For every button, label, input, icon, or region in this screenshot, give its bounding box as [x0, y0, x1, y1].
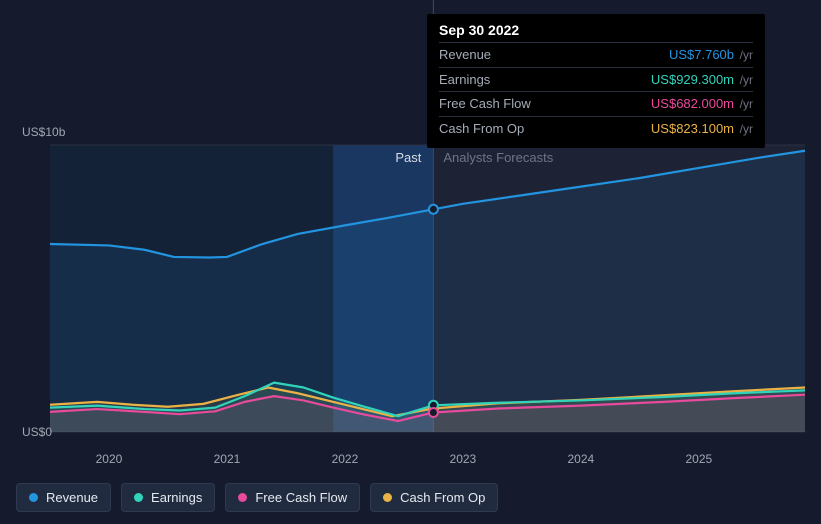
x-axis-tick: 2025 — [685, 452, 712, 466]
legend-item-label: Revenue — [46, 490, 98, 505]
x-axis-tick: 2020 — [96, 452, 123, 466]
tooltip-date: Sep 30 2022 — [439, 22, 753, 38]
tooltip-row-value: US$7.760b /yr — [669, 45, 753, 65]
tooltip-row: Free Cash Flow US$682.000m /yr — [439, 91, 753, 116]
x-axis-tick: 2023 — [450, 452, 477, 466]
tooltip-row-label: Revenue — [439, 45, 515, 65]
tooltip-row-value: US$682.000m /yr — [651, 94, 753, 114]
legend-dot-icon — [134, 493, 143, 502]
tooltip-row-label: Free Cash Flow — [439, 94, 555, 114]
x-axis-tick: 2021 — [214, 452, 241, 466]
legend-item-label: Earnings — [151, 490, 202, 505]
legend-item-free-cash-flow[interactable]: Free Cash Flow — [225, 483, 360, 512]
tooltip-row-label: Cash From Op — [439, 119, 548, 139]
tooltip-row: Earnings US$929.300m /yr — [439, 67, 753, 92]
chart-legend: Revenue Earnings Free Cash Flow Cash From O… — [16, 483, 498, 512]
x-axis-tick: 2022 — [332, 452, 359, 466]
y-axis-label-max: US$10b — [22, 125, 65, 139]
legend-item-revenue[interactable]: Revenue — [16, 483, 111, 512]
tooltip-row: Cash From Op US$823.100m /yr — [439, 116, 753, 141]
legend-item-label: Cash From Op — [400, 490, 485, 505]
past-zone-label: Past — [395, 150, 421, 165]
tooltip-row: Revenue US$7.760b /yr — [439, 42, 753, 67]
legend-item-cash-from-op[interactable]: Cash From Op — [370, 483, 498, 512]
y-axis-label-min: US$0 — [22, 425, 52, 439]
legend-item-label: Free Cash Flow — [255, 490, 347, 505]
tooltip-row-value: US$823.100m /yr — [651, 119, 753, 139]
forecast-zone-label: Analysts Forecasts — [443, 150, 553, 165]
legend-dot-icon — [238, 493, 247, 502]
tooltip-row-value: US$929.300m /yr — [651, 70, 753, 90]
x-axis-tick: 2024 — [568, 452, 595, 466]
legend-dot-icon — [383, 493, 392, 502]
tooltip-row-label: Earnings — [439, 70, 514, 90]
hover-tooltip: Sep 30 2022 RevenueUS$7.760b /yrEarnings… — [427, 14, 765, 148]
legend-item-earnings[interactable]: Earnings — [121, 483, 215, 512]
legend-dot-icon — [29, 493, 38, 502]
financial-forecast-chart: Sep 30 2022 RevenueUS$7.760b /yrEarnings… — [0, 0, 821, 524]
